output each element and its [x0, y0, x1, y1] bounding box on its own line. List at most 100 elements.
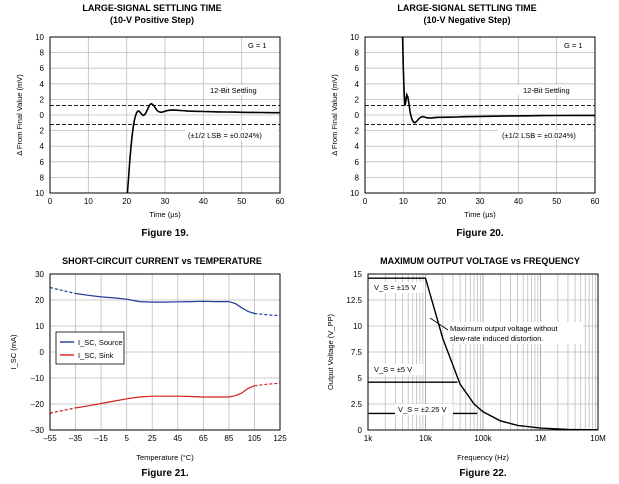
- y-tick-label: 4: [355, 142, 360, 151]
- y-tick-label: 10: [353, 322, 362, 331]
- x-tick-label: 60: [591, 197, 600, 206]
- x-tick-label: 105: [248, 434, 262, 443]
- x-tick-label: 0: [48, 197, 53, 206]
- y-tick-label: 6: [40, 158, 45, 167]
- chart-19-settling-label: 12-Bit Settling: [210, 86, 257, 95]
- chart-20-title: LARGE-SIGNAL SETTLING TIME: [397, 3, 536, 13]
- legend-sink-label: I_SC, Sink: [78, 351, 114, 360]
- chart-19-y-ticks: 10 8 6 4 2 0 2 4 6 8 10: [35, 33, 44, 198]
- sink-series-line: [254, 382, 281, 387]
- y-tick-label: 2: [355, 95, 360, 104]
- chart-19-title: LARGE-SIGNAL SETTLING TIME: [82, 3, 221, 13]
- x-tick-label: 10: [399, 197, 408, 206]
- y-tick-label: 2: [40, 127, 45, 136]
- y-tick-label: 8: [355, 173, 360, 182]
- chart-22-vs15-label: V_S = ±15 V: [374, 283, 416, 292]
- x-tick-label: 45: [173, 434, 182, 443]
- chart-22-title: MAXIMUM OUTPUT VOLTAGE vs FREQUENCY: [380, 256, 580, 266]
- chart-20-settling-band: [365, 105, 595, 125]
- chart-20-settling-label: 12-Bit Settling: [523, 86, 570, 95]
- sink-series-line: [49, 407, 76, 414]
- chart-19: LARGE-SIGNAL SETTLING TIME (10-V Positiv…: [15, 3, 285, 239]
- chart-22: MAXIMUM OUTPUT VOLTAGE vs FREQUENCY V_S …: [326, 256, 606, 479]
- y-tick-label: 12.5: [346, 296, 362, 305]
- y-tick-label: 10: [35, 189, 44, 198]
- y-tick-label: 15: [353, 270, 362, 279]
- chart-19-xlabel: Time (µs): [149, 210, 181, 219]
- chart-19-series-line: [126, 102, 280, 194]
- y-tick-label: 8: [40, 173, 45, 182]
- chart-20-ylabel: Δ From Final Value (mV): [330, 74, 339, 156]
- chart-21-legend: I_SC, Source I_SC, Sink: [55, 331, 125, 365]
- x-tick-label: 10k: [419, 434, 433, 443]
- chart-19-lsb-label: (±1/2 LSB = ±0.024%): [188, 131, 262, 140]
- x-tick-label: 30: [161, 197, 170, 206]
- y-tick-label: 2: [355, 127, 360, 136]
- y-tick-label: 8: [355, 49, 360, 58]
- chart-20-gain-label: G = 1: [564, 41, 583, 50]
- chart-22-y-ticks: 15 12.5 10 7.5 5 2.5 0: [346, 270, 362, 435]
- chart-22-annotation-leader: [429, 317, 449, 331]
- x-tick-label: 40: [514, 197, 523, 206]
- y-tick-label: 2.5: [351, 400, 363, 409]
- chart-20-y-ticks: 10 8 6 4 2 0 2 4 6 8 10: [350, 33, 359, 198]
- x-tick-label: –55: [43, 434, 57, 443]
- chart-22-annotation-line1: Maximum output voltage without: [450, 324, 558, 333]
- x-tick-label: 10: [84, 197, 93, 206]
- x-tick-label: 1M: [535, 434, 546, 443]
- y-tick-label: 0: [40, 111, 45, 120]
- x-tick-label: 100k: [474, 434, 492, 443]
- y-tick-label: 4: [40, 142, 45, 151]
- y-tick-label: 10: [35, 322, 44, 331]
- chart-20-figure-caption: Figure 20.: [456, 228, 503, 239]
- x-tick-label: 20: [122, 197, 131, 206]
- y-tick-label: 10: [350, 189, 359, 198]
- x-tick-label: 25: [148, 434, 157, 443]
- chart-21-ylabel: I_SC (mA): [9, 334, 18, 370]
- chart-20-x-ticks: 0 10 20 30 40 50 60: [363, 197, 600, 206]
- chart-21-x-ticks: –55 –35 –15 5 25 45 65 85 105 125: [43, 434, 287, 443]
- source-series-line: [49, 286, 76, 295]
- y-tick-label: 5: [358, 374, 363, 383]
- chart-19-settling-band: [50, 105, 280, 125]
- y-tick-label: 4: [355, 80, 360, 89]
- vout-series-line-0: [368, 277, 599, 431]
- y-tick-label: 6: [40, 64, 45, 73]
- x-tick-label: 125: [273, 434, 287, 443]
- chart-21-xlabel: Temperature (°C): [136, 453, 194, 462]
- y-tick-label: 2: [40, 95, 45, 104]
- chart-21-y-ticks: 30 20 10 0 –10 –20 –30: [31, 270, 45, 435]
- y-tick-label: 30: [35, 270, 44, 279]
- x-tick-label: 10M: [590, 434, 606, 443]
- x-tick-label: 85: [224, 434, 233, 443]
- chart-21-figure-caption: Figure 21.: [141, 468, 188, 479]
- chart-20: LARGE-SIGNAL SETTLING TIME (10-V Negativ…: [330, 3, 600, 239]
- x-tick-label: 20: [437, 197, 446, 206]
- chart-22-vs5-label: V_S = ±5 V: [374, 365, 412, 374]
- x-tick-label: 60: [276, 197, 285, 206]
- chart-19-subtitle: (10-V Positive Step): [110, 15, 194, 25]
- chart-22-x-ticks: 1k 10k 100k 1M 10M: [364, 434, 606, 443]
- y-tick-label: –20: [31, 400, 45, 409]
- x-tick-label: 50: [552, 197, 561, 206]
- y-tick-label: 20: [35, 296, 44, 305]
- y-tick-label: –30: [31, 426, 45, 435]
- y-tick-label: 6: [355, 64, 360, 73]
- sink-series-line: [75, 385, 255, 409]
- chart-20-series-line: [401, 36, 595, 124]
- source-series-line: [75, 292, 255, 315]
- source-series-line: [254, 312, 281, 317]
- y-tick-label: 0: [355, 111, 360, 120]
- y-tick-label: 8: [40, 49, 45, 58]
- y-tick-label: 0: [40, 348, 45, 357]
- chart-19-ylabel: Δ From Final Value (mV): [15, 74, 24, 156]
- y-tick-label: 7.5: [351, 348, 363, 357]
- chart-19-x-ticks: 0 10 20 30 40 50 60: [48, 197, 285, 206]
- chart-21-title: SHORT-CIRCUIT CURRENT vs TEMPERATURE: [62, 256, 262, 266]
- chart-22-vs225-label: V_S = ±2.25 V: [398, 405, 447, 414]
- legend-source-label: I_SC, Source: [78, 338, 123, 347]
- y-tick-label: 4: [40, 80, 45, 89]
- x-tick-label: –15: [94, 434, 108, 443]
- chart-19-figure-caption: Figure 19.: [141, 228, 188, 239]
